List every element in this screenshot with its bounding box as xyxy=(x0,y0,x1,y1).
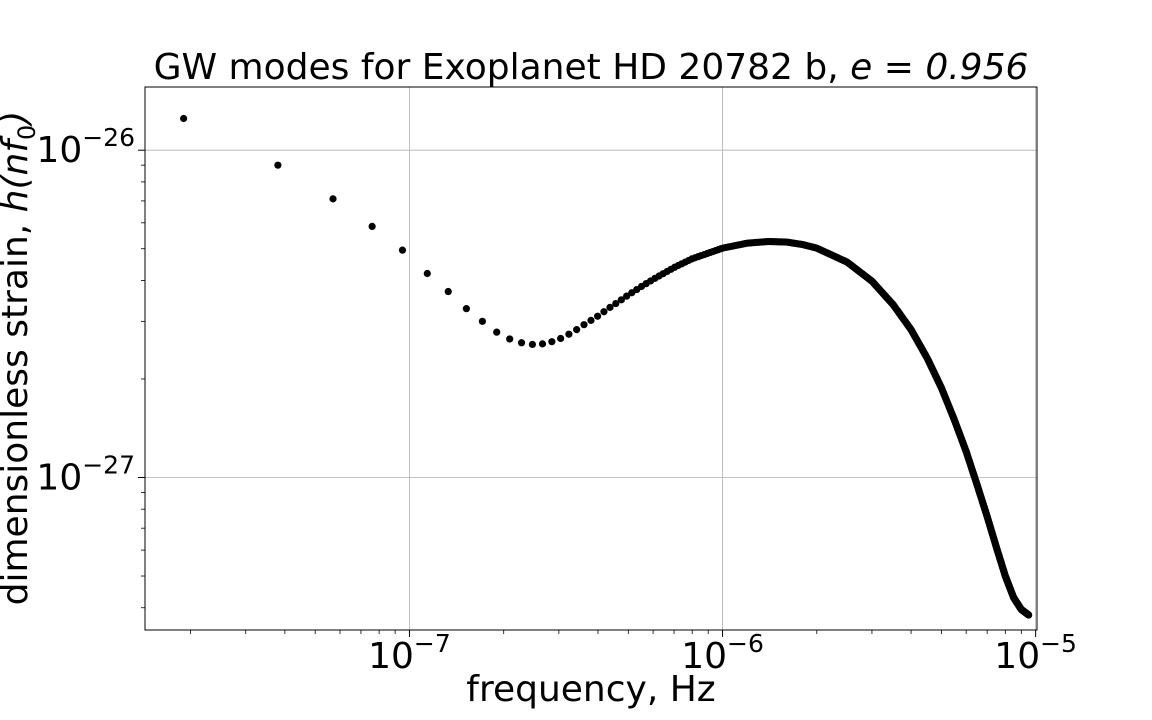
data-point xyxy=(478,317,487,325)
data-point xyxy=(538,340,547,348)
data-point xyxy=(600,308,608,316)
x-tick-label: 10−6 xyxy=(681,629,764,677)
data-point xyxy=(623,292,631,300)
x-axis-label: frequency, Hz xyxy=(466,669,716,710)
data-point xyxy=(493,328,501,336)
x-tick-label-base: 10 xyxy=(994,636,1040,677)
data-points xyxy=(180,114,1033,619)
x-tick-label: 10−7 xyxy=(368,629,451,677)
x-tick-label-exponent: −6 xyxy=(727,629,764,658)
data-point xyxy=(528,340,537,349)
y-tick-label: 10−26 xyxy=(36,123,135,171)
data-point xyxy=(612,299,620,308)
data-point xyxy=(548,338,556,346)
data-point xyxy=(573,326,581,334)
y-tick-label-base: 10 xyxy=(36,457,82,498)
y-tick-label: 10−27 xyxy=(36,450,135,498)
major-ticks xyxy=(138,149,1037,637)
y-axis-label-subscript: 0 xyxy=(13,124,42,140)
data-point xyxy=(444,287,452,296)
x-tick-label-exponent: −5 xyxy=(1040,629,1077,658)
data-point xyxy=(368,222,376,231)
data-point xyxy=(274,161,282,169)
grid-lines xyxy=(145,87,1037,630)
data-point xyxy=(565,330,573,338)
chart-title-eccentricity: e = 0.956 xyxy=(850,47,1029,88)
y-tick-label-exponent: −27 xyxy=(82,450,135,479)
y-tick-label-exponent: −26 xyxy=(82,123,135,152)
x-tick-label-exponent: −7 xyxy=(414,629,451,658)
x-tick-label-base: 10 xyxy=(368,636,414,677)
chart-title: GW modes for Exoplanet HD 20782 b, e = 0… xyxy=(145,44,1037,92)
data-point xyxy=(398,246,407,254)
plot-frame xyxy=(144,86,1038,631)
data-point xyxy=(557,334,565,343)
data-point xyxy=(1025,611,1033,619)
data-point xyxy=(594,312,602,320)
data-point xyxy=(180,114,188,123)
y-tick-label-base: 10 xyxy=(36,130,82,171)
data-point xyxy=(606,303,614,311)
x-tick-label-base: 10 xyxy=(681,636,727,677)
data-point xyxy=(587,316,595,324)
data-point xyxy=(617,296,625,304)
chart-title-text: GW modes for Exoplanet HD 20782 b, xyxy=(153,47,851,88)
data-point xyxy=(517,339,526,347)
data-point xyxy=(329,195,337,203)
minor-ticks xyxy=(141,164,1022,634)
y-axis-label-math: h(nf xyxy=(0,139,36,213)
data-point xyxy=(580,321,588,329)
y-axis-label-text: dimensionless strain, xyxy=(0,223,36,606)
data-point xyxy=(462,305,470,313)
data-point xyxy=(423,269,431,278)
y-axis-label: dimensionless strain, h(nf0) xyxy=(0,58,42,658)
x-tick-label: 10−5 xyxy=(994,629,1077,677)
y-axis-label-close: ) xyxy=(0,111,36,125)
data-point xyxy=(506,335,514,343)
